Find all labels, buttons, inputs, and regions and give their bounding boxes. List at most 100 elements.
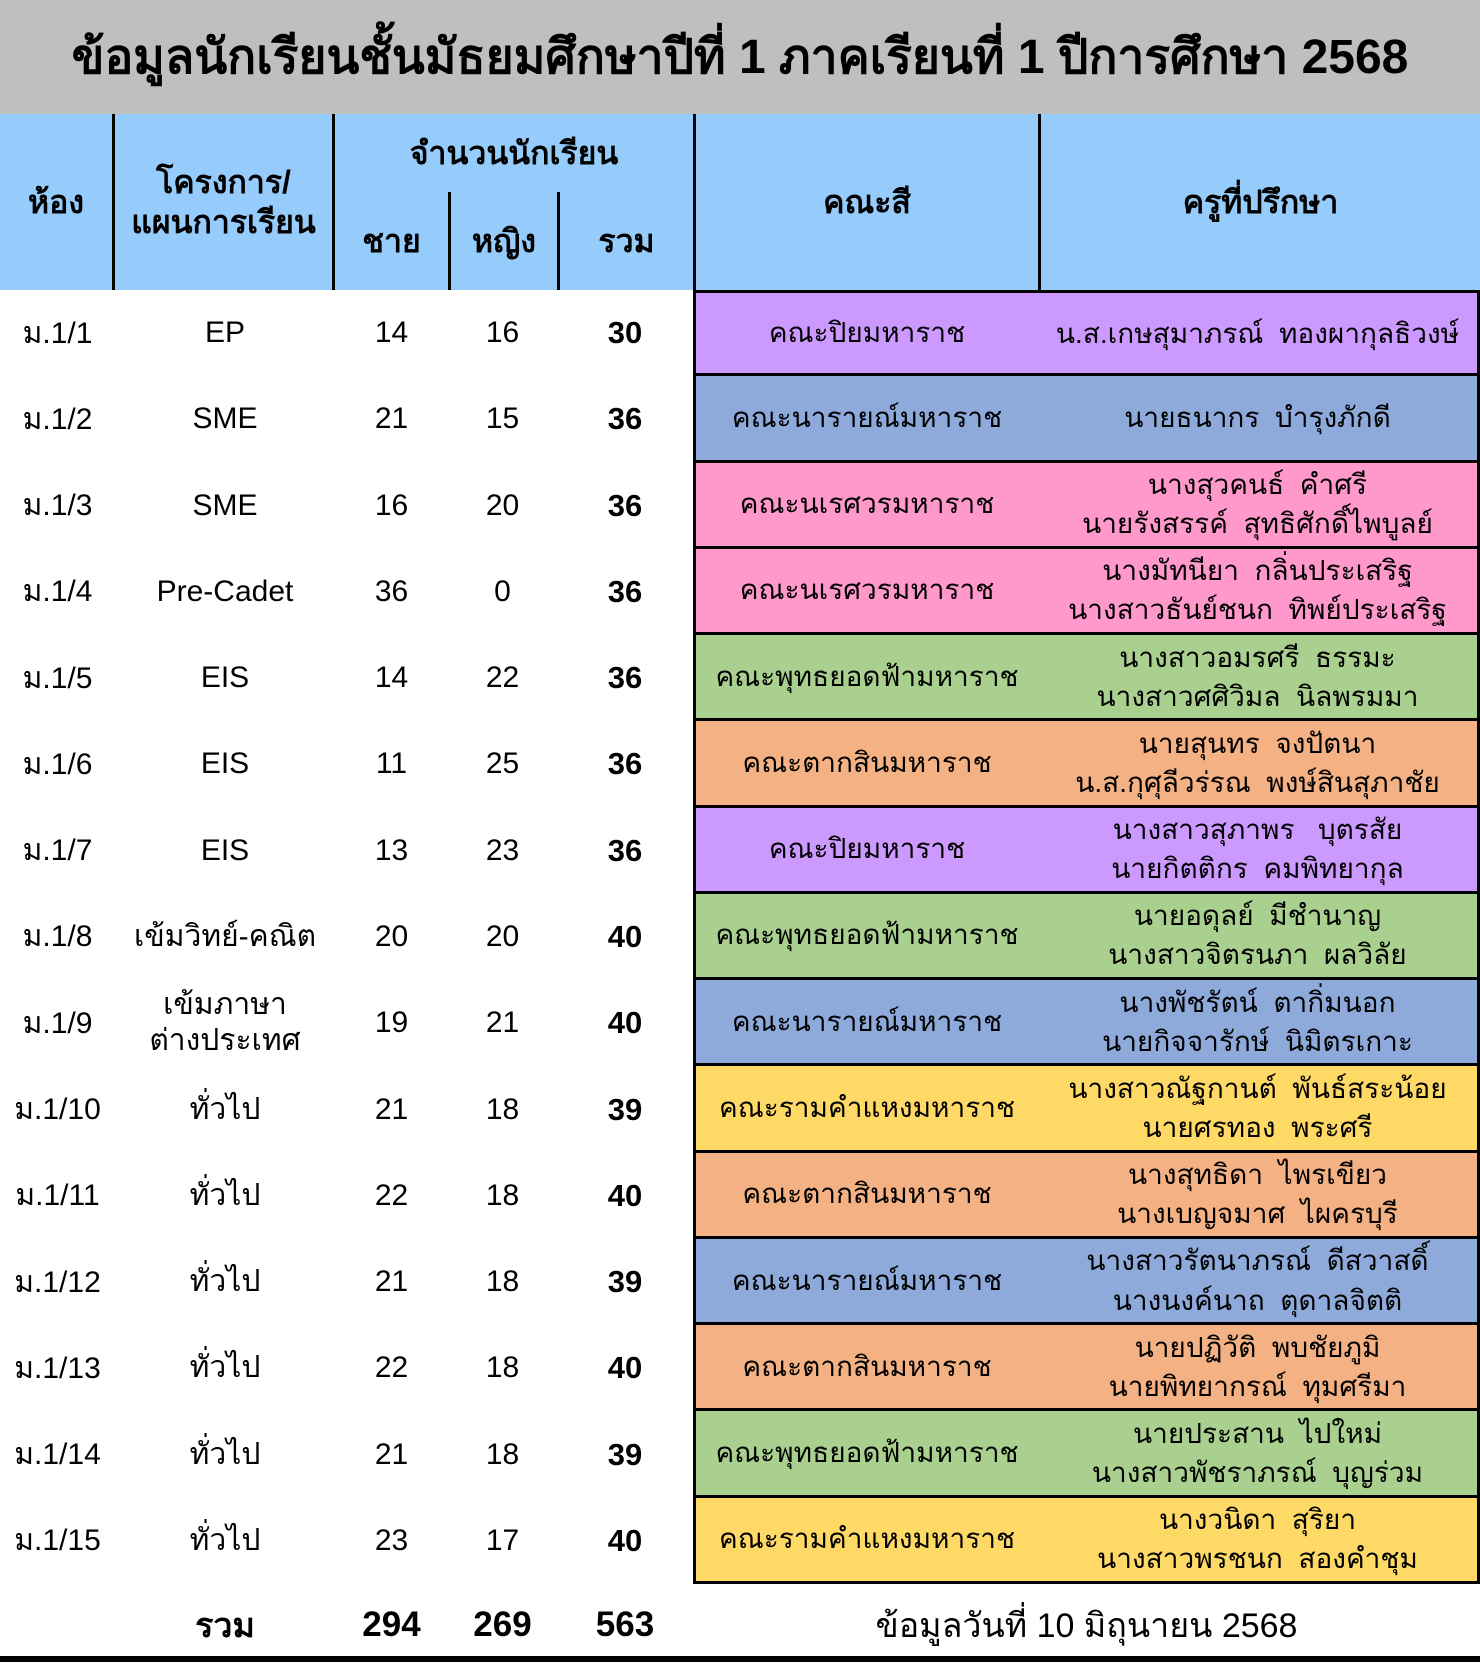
advisor-cell: นางสาวณัฐกานต์ พันธ์สระน้อย นายศรทอง พระศ… xyxy=(1038,1066,1480,1153)
room-cell: ม.1/4 xyxy=(22,575,93,609)
total-count-cell: 39 xyxy=(607,1436,643,1472)
total-count-cell: 36 xyxy=(607,401,643,437)
total-count-cell: 40 xyxy=(607,1522,643,1558)
program-cell: ทั่วไป xyxy=(189,1092,261,1126)
program-cell: ทั่วไป xyxy=(189,1523,261,1557)
data-date-note: ข้อมูลวันที่ 10 มิถุนายน 2568 xyxy=(875,1607,1298,1645)
total-count-cell: 36 xyxy=(607,746,643,782)
advisor-cell: นายปฏิวัติ พบชัยภูมิ นายพิทยากรณ์ ทุมศรีม… xyxy=(1038,1325,1480,1412)
column-header-room: ห้อง xyxy=(0,114,115,290)
total-count-cell: 30 xyxy=(607,315,643,351)
female-count-cell: 22 xyxy=(485,661,520,695)
faculty-cell: คณะนารายณ์มหาราช xyxy=(693,980,1038,1067)
table-header: ห้อง โครงการ/ แผนการเรียน จำนวนนักเรียน … xyxy=(0,114,1480,290)
room-cell: ม.1/8 xyxy=(22,920,93,954)
room-cell: ม.1/5 xyxy=(22,661,93,695)
total-count-cell: 40 xyxy=(607,918,643,954)
room-cell: ม.1/11 xyxy=(15,1179,100,1213)
female-count-cell: 23 xyxy=(485,833,520,867)
table-summary-row: รวม 294 269 563 ข้อมูลวันที่ 10 มิถุนายน… xyxy=(0,1584,1480,1666)
program-cell: EIS xyxy=(200,833,250,867)
male-count-cell: 21 xyxy=(374,1437,409,1471)
room-cell: ม.1/15 xyxy=(14,1524,101,1558)
faculty-cell: คณะตากสินมหาราช xyxy=(693,1325,1038,1412)
faculty-cell: คณะพุทธยอดฟ้ามหาราช xyxy=(693,893,1038,981)
bottom-border-line xyxy=(0,1656,1480,1662)
room-cell: ม.1/7 xyxy=(22,834,93,868)
column-header-female: หญิง xyxy=(448,192,557,290)
faculty-cell: คณะนารายณ์มหาราช xyxy=(693,1238,1038,1326)
total-count-cell: 40 xyxy=(607,1177,643,1213)
faculty-cell: คณะพุทธยอดฟ้ามหาราช xyxy=(693,1411,1038,1498)
advisor-cell: นายธนากร บำรุงภักดี xyxy=(1038,376,1480,463)
summary-male-total: 294 xyxy=(362,1605,421,1644)
advisor-cell: นางสุวคนธ์ คำศรี นายรังสรรค์ สุทธิศักดิ์ไ… xyxy=(1038,462,1480,549)
advisor-cell: นางมัทนียา กลิ่นประเสริฐ นางสาวธันย์ชนก ท… xyxy=(1038,548,1480,636)
advisor-cell: นางสาวรัตนาภรณ์ ดีสวาสดิ์ นางนงค์นาถ ตุดา… xyxy=(1038,1238,1480,1326)
column-header-faculty: คณะสี xyxy=(693,114,1038,290)
program-cell: SME xyxy=(192,402,258,436)
total-count-cell: 36 xyxy=(607,573,643,609)
male-count-cell: 22 xyxy=(374,1351,409,1385)
program-cell: EIS xyxy=(200,661,250,695)
male-count-cell: 21 xyxy=(374,402,409,436)
faculty-cell: คณะปิยมหาราช xyxy=(693,807,1038,894)
female-count-cell: 20 xyxy=(485,488,520,522)
male-count-cell: 36 xyxy=(374,574,409,608)
male-count-cell: 20 xyxy=(374,919,409,953)
total-count-cell: 39 xyxy=(607,1264,643,1300)
faculty-cell: คณะตากสินมหาราช xyxy=(693,1152,1038,1239)
room-cell: ม.1/10 xyxy=(14,1093,101,1127)
advisor-cell: นางสาวสุภาพร บุตรสัย นายกิตติกร คมพิทยากุ… xyxy=(1038,807,1480,894)
female-count-cell: 18 xyxy=(485,1092,520,1126)
program-cell: EP xyxy=(204,316,246,350)
total-count-cell: 40 xyxy=(607,1350,643,1386)
total-count-cell: 36 xyxy=(607,487,643,523)
faculty-cell: คณะนเรศวรมหาราช xyxy=(693,462,1038,549)
advisor-cell: นายสุนทร จงปัตนา น.ส.กุศุลีวร่รณ พงษ์สินส… xyxy=(1038,721,1480,808)
total-count-cell: 39 xyxy=(607,1091,643,1127)
room-cell: ม.1/9 xyxy=(22,1006,93,1040)
column-header-advisor: ครูที่ปรึกษา xyxy=(1038,114,1480,290)
program-cell: EIS xyxy=(200,747,250,781)
female-count-cell: 17 xyxy=(485,1523,520,1557)
room-cell: ม.1/6 xyxy=(22,747,93,781)
total-count-cell: 36 xyxy=(607,660,643,696)
room-cell: ม.1/3 xyxy=(22,489,93,523)
female-count-cell: 18 xyxy=(485,1265,520,1299)
advisor-cell: นายอดุลย์ มีชำนาญ นางสาวจิตรนภา ผลวิลัย xyxy=(1038,893,1480,981)
summary-grand-total: 563 xyxy=(595,1605,655,1644)
program-cell: เข้มวิทย์-คณิต xyxy=(133,919,317,953)
column-header-student-count-group: จำนวนนักเรียน xyxy=(409,135,619,171)
faculty-cell: คณะนารายณ์มหาราช xyxy=(693,376,1038,463)
total-count-cell: 36 xyxy=(607,832,643,868)
program-cell: SME xyxy=(192,488,258,522)
female-count-cell: 18 xyxy=(485,1178,520,1212)
column-header-program: โครงการ/ แผนการเรียน xyxy=(115,114,335,290)
female-count-cell: 0 xyxy=(494,574,511,608)
male-count-cell: 19 xyxy=(374,1006,409,1040)
column-header-total: รวม xyxy=(557,192,693,290)
table-body: ม.1/1 EP 14 16 30 คณะปิยมหาราช น.ส.เกษสุมาภรณ์… xyxy=(0,290,1480,1584)
faculty-cell: คณะตากสินมหาราช xyxy=(693,721,1038,808)
summary-female-total: 269 xyxy=(473,1605,532,1644)
column-header-male: ชาย xyxy=(362,223,421,259)
male-count-cell: 14 xyxy=(374,316,409,350)
male-count-cell: 11 xyxy=(375,747,408,781)
summary-label: รวม xyxy=(195,1607,255,1645)
faculty-cell: คณะรามคำแหงมหาราช xyxy=(693,1497,1038,1584)
female-count-cell: 16 xyxy=(485,316,520,350)
program-cell: ทั่วไป xyxy=(189,1265,261,1299)
total-count-cell: 40 xyxy=(607,1005,643,1041)
advisor-cell: นางสุทธิดา ไพรเขียว นางเบญจมาศ ไผครบุรี xyxy=(1038,1152,1480,1239)
faculty-cell: คณะปิยมหาราช xyxy=(693,290,1038,377)
room-cell: ม.1/1 xyxy=(22,316,93,350)
advisor-cell: นางพัชรัตน์ ตากิ่มนอก นายกิจจารักษ์ นิมิต… xyxy=(1038,980,1480,1067)
room-cell: ม.1/12 xyxy=(14,1265,101,1299)
male-count-cell: 23 xyxy=(374,1523,409,1557)
room-cell: ม.1/13 xyxy=(14,1351,101,1385)
program-cell: Pre-Cadet xyxy=(156,574,294,608)
male-count-cell: 21 xyxy=(374,1092,409,1126)
male-count-cell: 13 xyxy=(374,833,409,867)
